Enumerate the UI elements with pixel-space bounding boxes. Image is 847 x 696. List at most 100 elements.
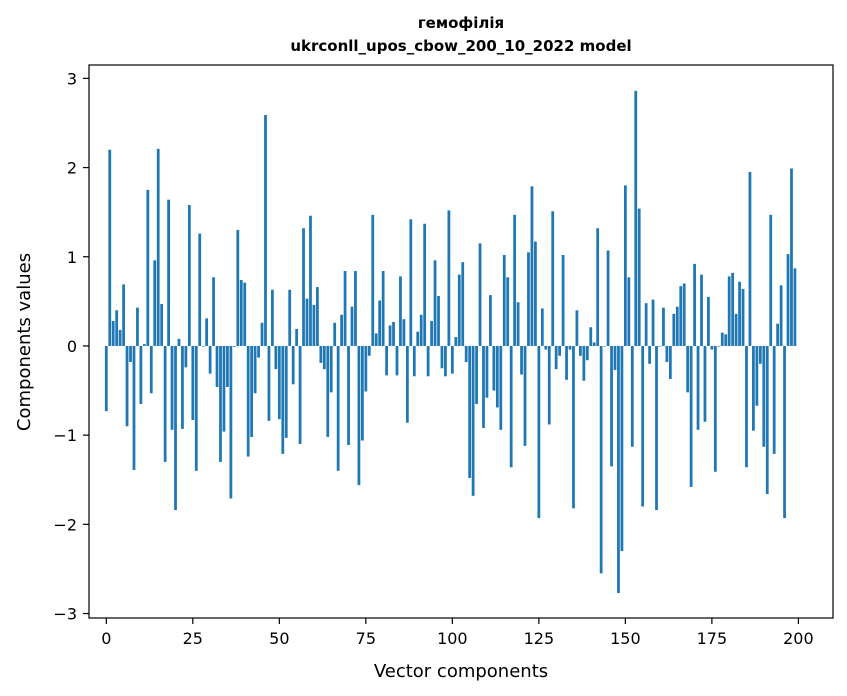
bar (309, 215, 312, 346)
bar (364, 345, 368, 392)
bar (149, 345, 153, 394)
bar (741, 288, 745, 346)
bar (357, 345, 361, 486)
bar (592, 342, 596, 346)
bar (260, 322, 264, 346)
bar (177, 338, 181, 346)
bar (381, 271, 385, 346)
bar (212, 277, 215, 346)
bar (267, 345, 271, 421)
bar (617, 345, 620, 594)
bar (170, 345, 174, 430)
bar (253, 345, 257, 394)
bar (717, 345, 721, 347)
plot-frame (88, 64, 834, 619)
bar (454, 337, 458, 346)
bar (333, 322, 337, 346)
bar (385, 345, 388, 376)
bar (395, 345, 399, 376)
bar (530, 186, 534, 346)
bar (291, 345, 295, 385)
bar (623, 185, 627, 346)
bar (582, 345, 586, 381)
bar (475, 345, 478, 404)
bar (672, 313, 676, 346)
bar (644, 303, 648, 346)
bar (471, 345, 475, 496)
bar (682, 283, 686, 346)
y-tick-label: −2 (53, 515, 77, 534)
bar (388, 325, 392, 346)
bar (295, 329, 299, 346)
bar (226, 345, 229, 387)
bar (506, 277, 510, 346)
bar (354, 271, 357, 346)
bar (246, 345, 250, 457)
x-tick-label: 0 (101, 629, 111, 648)
bar (326, 345, 330, 437)
bar (675, 306, 679, 346)
bar (738, 281, 741, 346)
bar (630, 345, 634, 447)
bar (752, 345, 755, 431)
y-tick-label: 3 (67, 69, 77, 88)
bar (322, 345, 326, 370)
bar (115, 310, 119, 346)
bar (489, 295, 492, 346)
x-tick-label: 100 (437, 629, 468, 648)
bar (305, 298, 309, 346)
chart-subtitle: ukrconll_upos_cbow_200_10_2022 model (290, 37, 631, 55)
bar (111, 320, 115, 346)
x-tick-label: 150 (610, 629, 641, 648)
bar (444, 345, 447, 377)
bar (284, 345, 288, 438)
bar (298, 345, 302, 445)
bar (606, 250, 610, 346)
bar (696, 345, 700, 430)
x-tick-label: 25 (183, 629, 203, 648)
bar (316, 287, 319, 346)
bar (239, 279, 243, 346)
bar (343, 271, 347, 346)
bar (585, 345, 589, 361)
bar (520, 345, 523, 375)
y-tick-label: 1 (67, 248, 77, 267)
bar (544, 345, 548, 350)
bar (347, 345, 350, 445)
bar (125, 345, 129, 427)
bar (720, 332, 724, 346)
bar (765, 345, 769, 495)
bar (430, 320, 433, 346)
bar (426, 345, 430, 377)
bar (703, 345, 707, 422)
bar (191, 345, 195, 420)
bar (350, 306, 354, 346)
bar (229, 345, 233, 499)
bar (627, 277, 631, 346)
bar (153, 260, 157, 346)
bar (758, 345, 762, 364)
bar (108, 149, 112, 346)
bar (142, 344, 146, 346)
bar (655, 345, 658, 511)
bar (662, 307, 665, 346)
bar (163, 345, 167, 462)
bar (603, 345, 606, 347)
bar (540, 308, 544, 346)
bar (495, 345, 499, 408)
bar (727, 276, 731, 346)
bar (461, 262, 465, 346)
bar (174, 345, 177, 511)
bar (208, 345, 212, 374)
bar (589, 327, 593, 346)
bar (367, 345, 371, 356)
bar (658, 345, 662, 347)
x-axis-label: Vector components (374, 661, 548, 682)
bar (405, 345, 409, 423)
bar (402, 319, 406, 346)
bar (786, 254, 790, 346)
bar (277, 345, 281, 420)
bar (513, 214, 517, 346)
bar (637, 208, 641, 346)
